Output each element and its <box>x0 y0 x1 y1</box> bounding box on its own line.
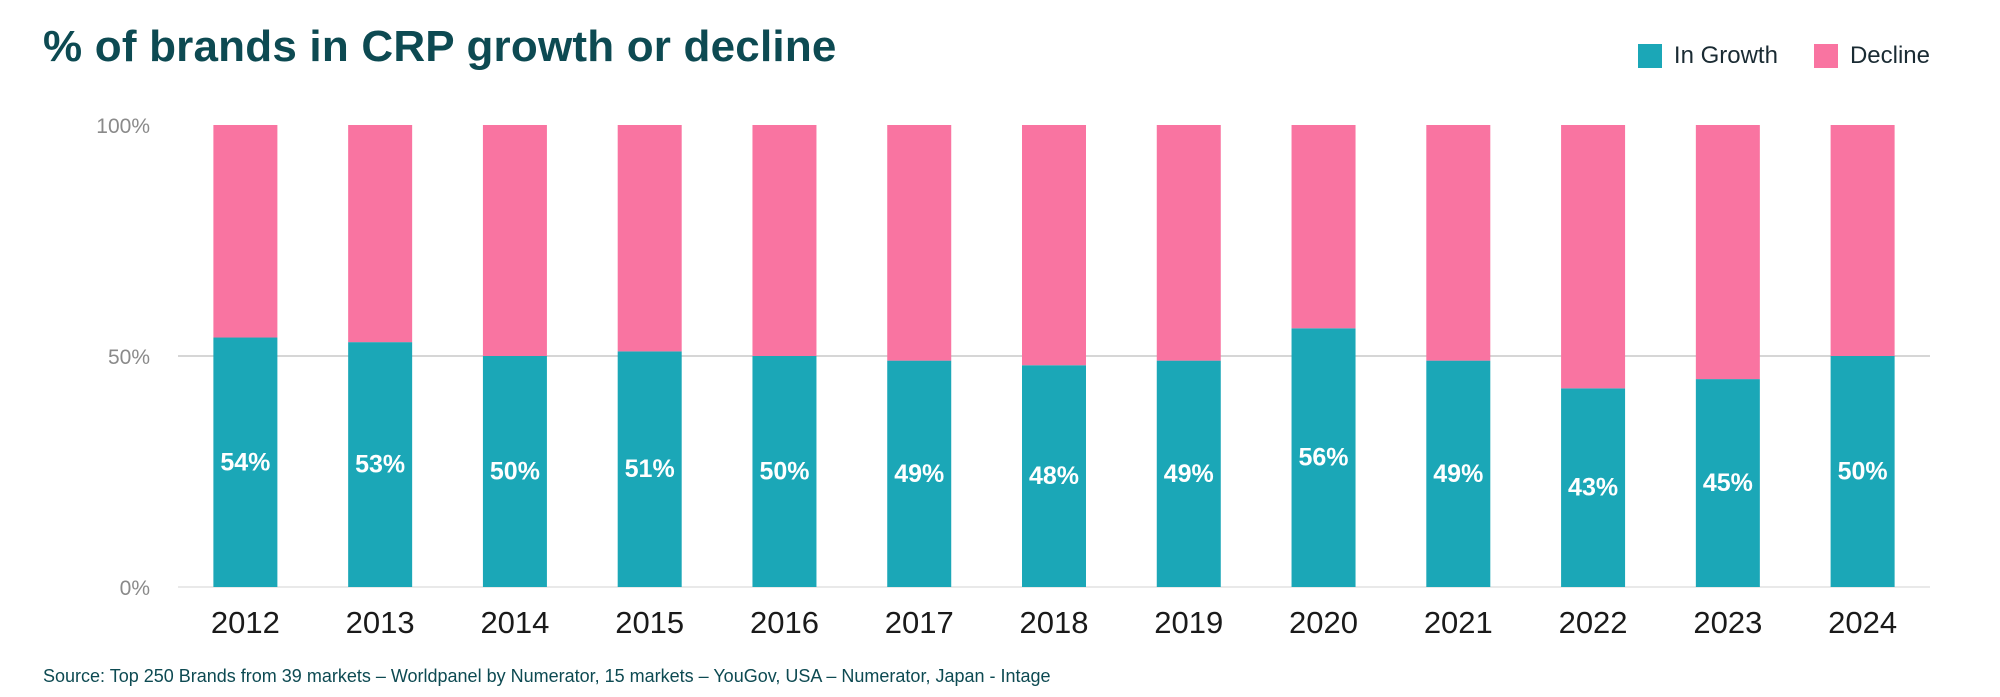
legend-label-decline: Decline <box>1849 42 1930 69</box>
bar-decline-2020 <box>1291 125 1356 329</box>
legend-item-growth: In Growth <box>1637 42 1778 70</box>
bar-growth-2024 <box>1830 356 1895 587</box>
y-tick-label: 0% <box>120 577 150 600</box>
bar-decline-2017 <box>887 125 952 361</box>
bar-growth-2017 <box>887 360 952 587</box>
data-label-2022: 43% <box>1568 474 1618 502</box>
data-label-2024: 50% <box>1838 458 1888 486</box>
data-label-2017: 49% <box>894 460 944 488</box>
bar-growth-2023 <box>1695 379 1760 587</box>
data-label-2020: 56% <box>1299 444 1349 472</box>
bar-decline-2015 <box>617 125 682 352</box>
x-tick-label-2022: 2022 <box>1559 605 1628 640</box>
legend-item-decline: Decline <box>1813 42 1930 70</box>
data-label-2012: 54% <box>220 448 270 476</box>
x-tick-label-2021: 2021 <box>1424 605 1493 640</box>
bar-decline-2023 <box>1695 125 1760 380</box>
x-tick-label-2015: 2015 <box>615 605 684 640</box>
y-tick-label: 50% <box>108 346 150 369</box>
bar-growth-2016 <box>752 356 817 587</box>
chart-legend: In Growth Decline <box>1637 42 1930 70</box>
data-label-2015: 51% <box>625 455 675 483</box>
bar-growth-2012 <box>213 337 278 587</box>
bar-growth-2020 <box>1291 328 1356 587</box>
x-tick-label-2013: 2013 <box>346 605 415 640</box>
bar-decline-2021 <box>1426 125 1491 361</box>
x-tick-label-2019: 2019 <box>1154 605 1223 640</box>
bar-decline-2018 <box>1022 125 1086 366</box>
data-label-2018: 48% <box>1029 462 1079 490</box>
bar-decline-2014 <box>482 125 547 356</box>
bar-growth-2022 <box>1561 388 1626 587</box>
legend-swatch-decline <box>1813 44 1838 68</box>
bar-growth-2018 <box>1022 365 1086 587</box>
bar-growth-2015 <box>617 351 682 587</box>
bar-growth-2021 <box>1426 360 1491 587</box>
bar-growth-2019 <box>1156 360 1221 587</box>
x-tick-label-2023: 2023 <box>1693 605 1762 640</box>
bar-growth-2014 <box>482 356 547 587</box>
data-label-2016: 50% <box>759 458 809 486</box>
x-tick-label-2012: 2012 <box>211 605 280 640</box>
data-label-2023: 45% <box>1703 469 1753 497</box>
x-tick-label-2018: 2018 <box>1020 605 1089 640</box>
y-tick-label: 100% <box>96 115 150 138</box>
source-note: Source: Top 250 Brands from 39 markets –… <box>43 666 1051 686</box>
x-tick-label-2024: 2024 <box>1828 605 1897 640</box>
data-label-2021: 49% <box>1433 460 1483 488</box>
x-tick-label-2014: 2014 <box>480 605 549 640</box>
data-label-2013: 53% <box>355 451 405 479</box>
x-tick-label-2017: 2017 <box>885 605 954 640</box>
legend-swatch-growth <box>1637 44 1662 68</box>
data-label-2019: 49% <box>1164 460 1214 488</box>
bar-decline-2016 <box>752 125 817 356</box>
chart-title: % of brands in CRP growth or decline <box>43 22 837 71</box>
x-tick-label-2020: 2020 <box>1289 605 1358 640</box>
bar-decline-2019 <box>1156 125 1221 361</box>
legend-label-growth: In Growth <box>1673 42 1778 69</box>
x-tick-label-2016: 2016 <box>750 605 819 640</box>
bar-growth-2013 <box>348 342 413 587</box>
bar-decline-2013 <box>348 125 413 343</box>
bar-decline-2022 <box>1561 125 1626 389</box>
bar-decline-2024 <box>1830 125 1895 356</box>
bar-decline-2012 <box>213 125 278 338</box>
data-label-2014: 50% <box>490 458 540 486</box>
